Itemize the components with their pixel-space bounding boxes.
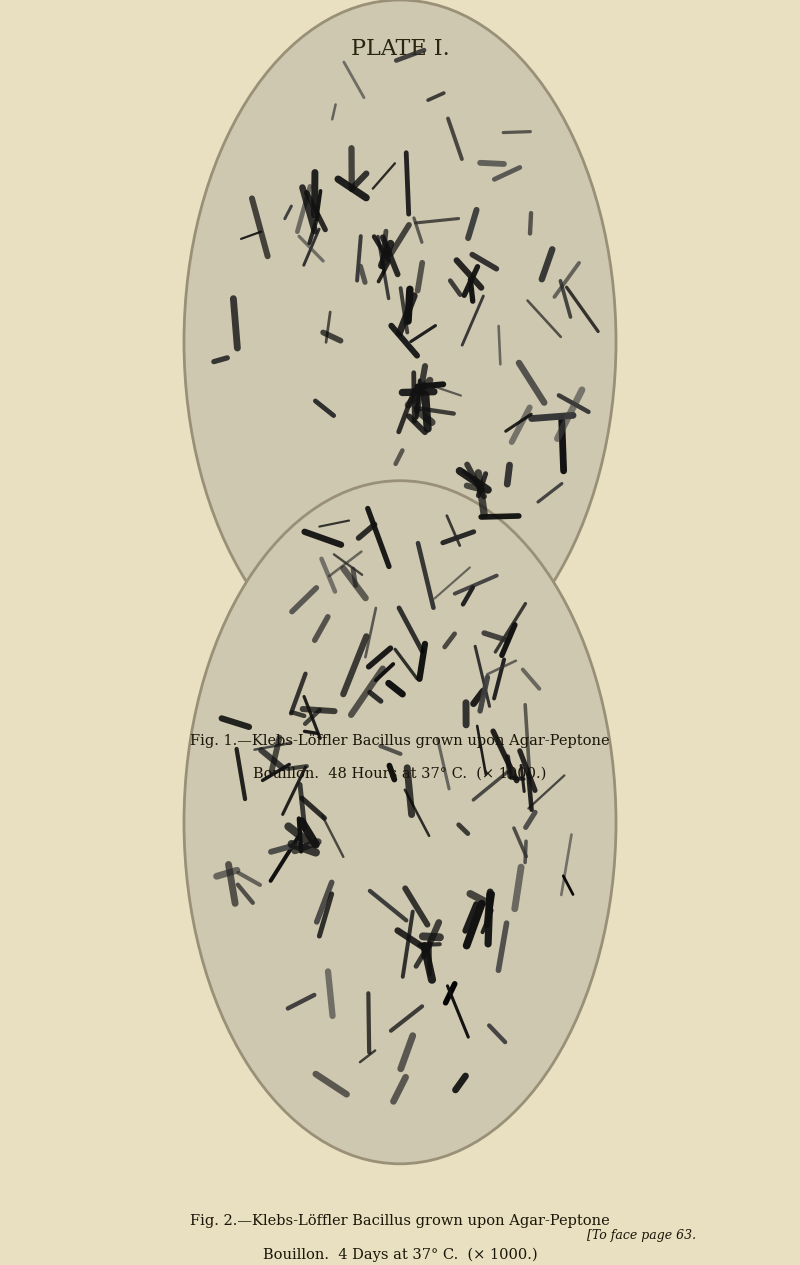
Text: Bouillon.  48 Hours at 37° C.  (× 1000.): Bouillon. 48 Hours at 37° C. (× 1000.)	[254, 767, 546, 781]
Text: Bouillon.  4 Days at 37° C.  (× 1000.): Bouillon. 4 Days at 37° C. (× 1000.)	[262, 1247, 538, 1261]
Text: Fig. 1.—Klebs-Löffler Bacillus grown upon Agar-Peptone: Fig. 1.—Klebs-Löffler Bacillus grown upo…	[190, 734, 610, 748]
Text: PLATE I.: PLATE I.	[350, 38, 450, 59]
Circle shape	[184, 0, 616, 683]
Text: [To face page 63.: [To face page 63.	[587, 1230, 696, 1242]
Circle shape	[184, 481, 616, 1164]
Text: Fig. 2.—Klebs-Löffler Bacillus grown upon Agar-Peptone: Fig. 2.—Klebs-Löffler Bacillus grown upo…	[190, 1214, 610, 1228]
